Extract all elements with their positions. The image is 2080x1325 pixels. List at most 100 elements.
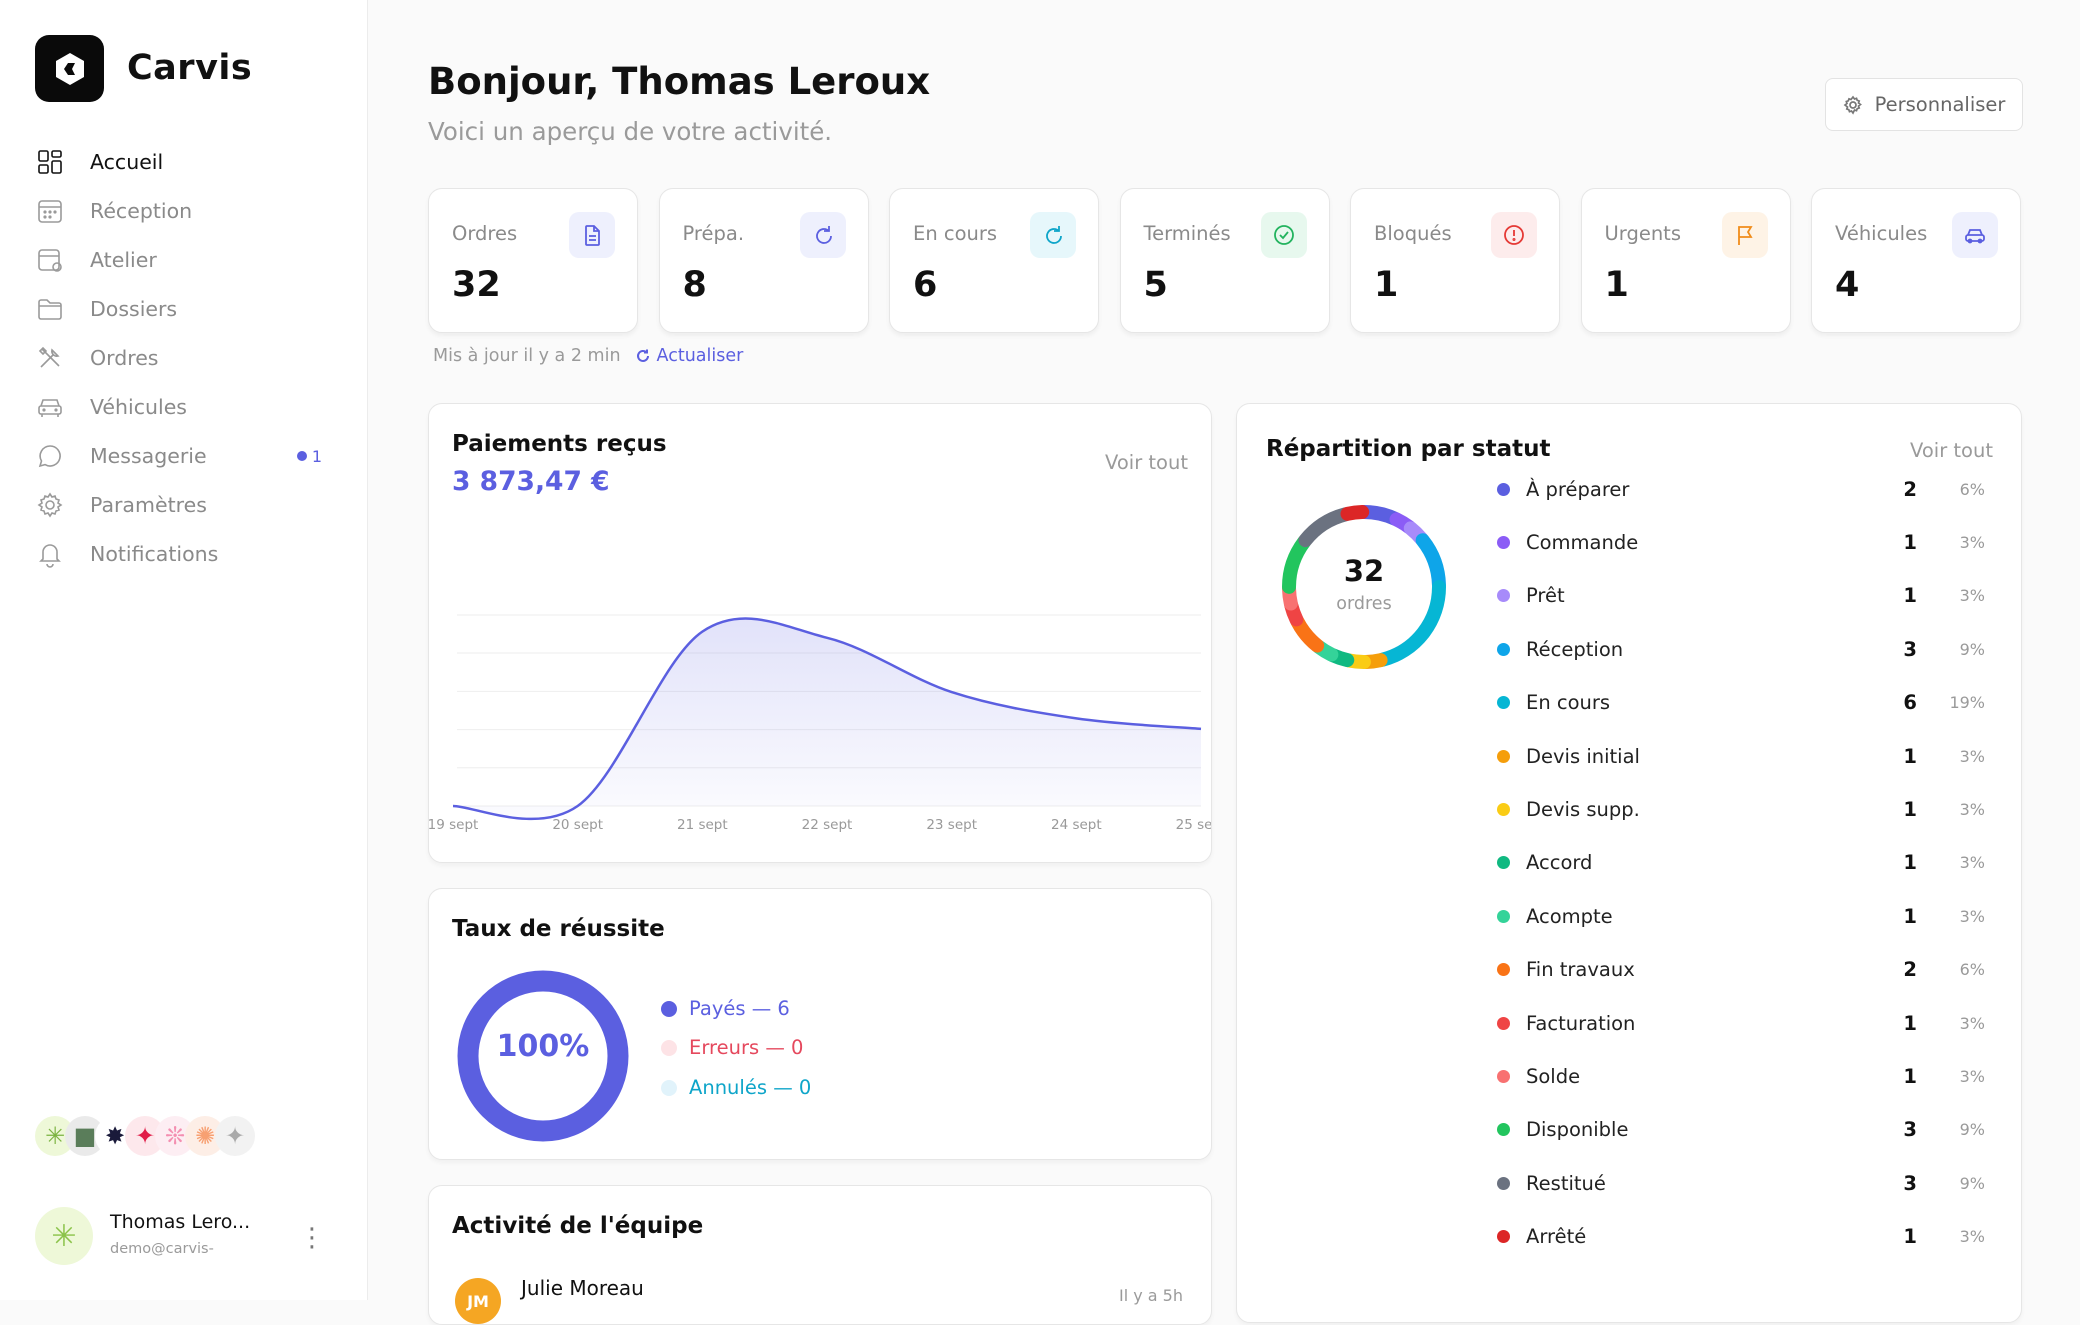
status-row[interactable]: Arrêté 1 3% — [1497, 1222, 1997, 1252]
status-percent: 3% — [1959, 906, 1985, 926]
status-percent: 9% — [1959, 639, 1985, 659]
x-tick-label: 19 sept — [429, 817, 478, 833]
status-count: 1 — [1903, 851, 1917, 875]
status-dot — [1497, 642, 1510, 656]
status-count: 1 — [1903, 1225, 1917, 1249]
stat-label: Terminés — [1143, 222, 1231, 245]
stat-label: Urgents — [1604, 222, 1682, 245]
activity-user-name: Julie Moreau — [521, 1276, 644, 1300]
status-card: Répartition par statut Voir tout 32 ordr… — [1236, 403, 2022, 1323]
stat-card-véhicules[interactable]: Véhicules 4 — [1811, 188, 2021, 333]
legend-errors: Erreurs — 0 — [661, 1036, 803, 1059]
stat-card-prépa[interactable]: Prépa. 8 — [658, 188, 869, 333]
status-count: 1 — [1903, 1064, 1917, 1088]
refresh-button[interactable]: Actualiser — [635, 346, 743, 366]
donut-total: 32 — [1343, 554, 1385, 588]
status-row[interactable]: En cours 6 19% — [1497, 688, 1997, 718]
y-tick-label: 436 — [1211, 722, 1212, 737]
status-count: 6 — [1903, 691, 1917, 715]
gear-icon — [1843, 95, 1862, 115]
status-row[interactable]: Réception 3 9% — [1497, 634, 1997, 664]
status-name: À préparer — [1526, 477, 1630, 501]
status-count: 1 — [1903, 1011, 1917, 1035]
sidebar-item-atelier[interactable]: Atelier — [36, 240, 336, 280]
stat-value: 5 — [1143, 265, 1168, 305]
status-dot — [1497, 1230, 1510, 1244]
sidebar-item-label: Accueil — [90, 150, 164, 174]
brand-name: Carvis — [127, 48, 253, 88]
see-all-link[interactable]: Voir tout — [1910, 439, 1993, 462]
user-profile[interactable]: ✳ Thomas Lero... demo@carvis- ⋮ — [35, 1207, 335, 1267]
stat-card-terminés[interactable]: Terminés 5 — [1119, 188, 1330, 333]
status-dot — [1497, 802, 1510, 816]
sidebar-item-parametres[interactable]: Paramètres — [36, 485, 336, 525]
activity-card: Activité de l'équipe JM Julie Moreau Il … — [428, 1185, 1212, 1325]
badge-dot — [296, 451, 307, 461]
more-options-icon[interactable]: ⋮ — [299, 1223, 325, 1253]
unread-badge: 1 — [296, 447, 322, 466]
sidebar-item-label: Véhicules — [90, 395, 187, 419]
status-row[interactable]: Fin travaux 2 6% — [1497, 955, 1997, 985]
sidebar-item-accueil[interactable]: Accueil — [36, 142, 336, 182]
status-name: Réception — [1526, 637, 1624, 661]
main-content: Bonjour, Thomas Leroux Voici un aperçu d… — [368, 0, 2080, 1325]
sidebar-item-reception[interactable]: Réception — [36, 191, 336, 231]
avatar[interactable]: ✦ — [215, 1116, 255, 1156]
status-row[interactable]: Devis supp. 1 3% — [1497, 794, 1997, 824]
sidebar-item-messagerie[interactable]: Messagerie 1 — [36, 436, 336, 476]
status-row[interactable]: Solde 1 3% — [1497, 1061, 1997, 1091]
success-ring — [457, 970, 629, 1142]
status-row[interactable]: Commande 1 3% — [1497, 527, 1997, 557]
status-row[interactable]: Accord 1 3% — [1497, 848, 1997, 878]
status-percent: 9% — [1959, 1120, 1985, 1140]
bell-icon — [39, 544, 61, 568]
stat-value: 6 — [913, 265, 938, 305]
status-percent: 6% — [1959, 960, 1985, 980]
stat-card-bloqués[interactable]: Bloqués 1 — [1350, 188, 1560, 333]
status-count: 2 — [1903, 477, 1917, 501]
status-name: Disponible — [1526, 1118, 1629, 1142]
status-row[interactable]: Disponible 3 9% — [1497, 1115, 1997, 1145]
see-all-link[interactable]: Voir tout — [1105, 451, 1188, 474]
sidebar-item-label: Ordres — [90, 346, 159, 370]
status-row[interactable]: Acompte 1 3% — [1497, 901, 1997, 931]
team-avatars[interactable]: ✳ ■ ✸ ✦ ❊ ✺ ✦ — [35, 1116, 255, 1156]
stat-card-ordres[interactable]: Ordres 32 — [428, 188, 638, 333]
legend-dot — [661, 1039, 677, 1056]
status-row[interactable]: Prêt 1 3% — [1497, 581, 1997, 611]
sidebar-item-label: Notifications — [90, 542, 219, 566]
status-row[interactable]: À préparer 2 6% — [1497, 474, 1997, 504]
sidebar-item-ordres[interactable]: Ordres — [36, 338, 336, 378]
status-row[interactable]: Facturation 1 3% — [1497, 1008, 1997, 1038]
stat-card-encours[interactable]: En cours 6 — [889, 188, 1099, 333]
sidebar: Carvis Accueil Réception Atelier Dossier… — [0, 0, 368, 1300]
status-count: 1 — [1903, 904, 1917, 928]
donut-segment — [1282, 505, 1446, 669]
status-row[interactable]: Restitué 3 9% — [1497, 1168, 1997, 1198]
status-title: Répartition par statut — [1266, 436, 1551, 462]
status-row[interactable]: Devis initial 1 3% — [1497, 741, 1997, 771]
customize-label: Personnaliser — [1874, 93, 2006, 116]
sidebar-item-label: Dossiers — [90, 297, 178, 321]
stat-label: Bloqués — [1374, 222, 1452, 245]
legend-dot — [661, 1079, 677, 1096]
status-count: 1 — [1903, 744, 1917, 768]
status-name: Facturation — [1526, 1011, 1636, 1035]
stat-value: 4 — [1835, 265, 1860, 305]
payments-amount: 3 873,47 € — [452, 466, 610, 497]
status-dot — [1497, 1069, 1510, 1083]
success-title: Taux de réussite — [452, 916, 665, 942]
stat-card-urgents[interactable]: Urgents 1 — [1580, 188, 1791, 333]
status-name: Accord — [1526, 851, 1593, 875]
y-tick-label: 654 — [1211, 683, 1212, 698]
refresh-icon — [799, 212, 846, 258]
refresh-icon — [636, 349, 649, 362]
sidebar-item-label: Paramètres — [90, 493, 207, 517]
customize-button[interactable]: Personnaliser — [1825, 78, 2023, 131]
sidebar-item-notifications[interactable]: Notifications — [36, 534, 336, 574]
sidebar-item-dossiers[interactable]: Dossiers — [36, 289, 336, 329]
tools-icon — [38, 346, 60, 368]
sidebar-item-vehicules[interactable]: Véhicules — [36, 387, 336, 427]
status-dot — [1497, 1123, 1510, 1137]
user-name: Thomas Lero... — [110, 1211, 251, 1233]
